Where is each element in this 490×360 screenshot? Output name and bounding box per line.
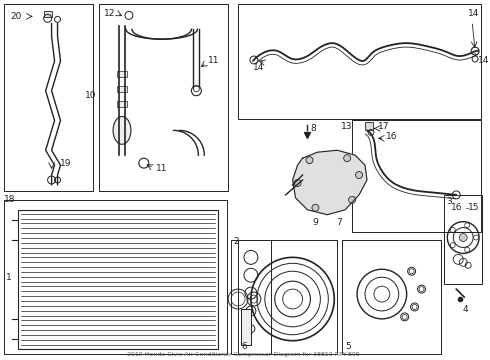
Bar [342, 239, 441, 354]
Text: 16: 16 [386, 132, 397, 141]
Circle shape [312, 204, 319, 211]
Text: 5: 5 [345, 342, 351, 351]
Text: 14: 14 [253, 63, 264, 72]
Circle shape [343, 155, 351, 162]
Text: 15: 15 [468, 203, 480, 212]
Text: 7: 7 [336, 218, 342, 227]
Text: 20: 20 [10, 12, 22, 21]
Bar [241, 309, 251, 345]
Bar [117, 71, 127, 77]
Text: 11: 11 [208, 57, 220, 66]
Circle shape [459, 234, 467, 242]
Bar [365, 122, 373, 130]
Bar [4, 4, 93, 191]
Text: 6: 6 [241, 342, 247, 351]
Circle shape [294, 180, 301, 186]
Text: 11: 11 [156, 163, 167, 172]
Circle shape [356, 172, 363, 179]
Text: 2: 2 [233, 237, 239, 246]
Text: 8: 8 [311, 124, 316, 133]
Bar [99, 4, 228, 191]
Text: 9: 9 [313, 218, 318, 227]
Bar [18, 210, 218, 348]
Bar [352, 121, 481, 231]
Text: 14: 14 [478, 57, 490, 66]
Polygon shape [293, 150, 367, 215]
Text: 10: 10 [85, 91, 96, 100]
Text: 19: 19 [59, 159, 71, 168]
Bar [117, 86, 127, 92]
Bar [238, 4, 481, 118]
Text: 13: 13 [342, 122, 353, 131]
Text: 18: 18 [4, 195, 16, 204]
Bar [117, 101, 127, 107]
Text: 16: 16 [451, 203, 463, 212]
Ellipse shape [113, 117, 131, 144]
Text: 17: 17 [378, 122, 390, 131]
Circle shape [306, 157, 313, 164]
Bar [444, 195, 482, 284]
Text: 12: 12 [104, 9, 116, 18]
Circle shape [349, 196, 356, 203]
Bar [4, 200, 227, 354]
Bar [238, 239, 337, 354]
Text: 4: 4 [462, 305, 468, 314]
Text: 14: 14 [468, 9, 480, 18]
Text: 3: 3 [446, 197, 452, 206]
Text: 1: 1 [6, 273, 12, 282]
Bar [44, 12, 51, 17]
Text: 2019 Honda Civic Air Conditioner Compressor Diagram for 38810-RPY-E05: 2019 Honda Civic Air Conditioner Compres… [127, 352, 359, 356]
Bar [231, 239, 271, 354]
